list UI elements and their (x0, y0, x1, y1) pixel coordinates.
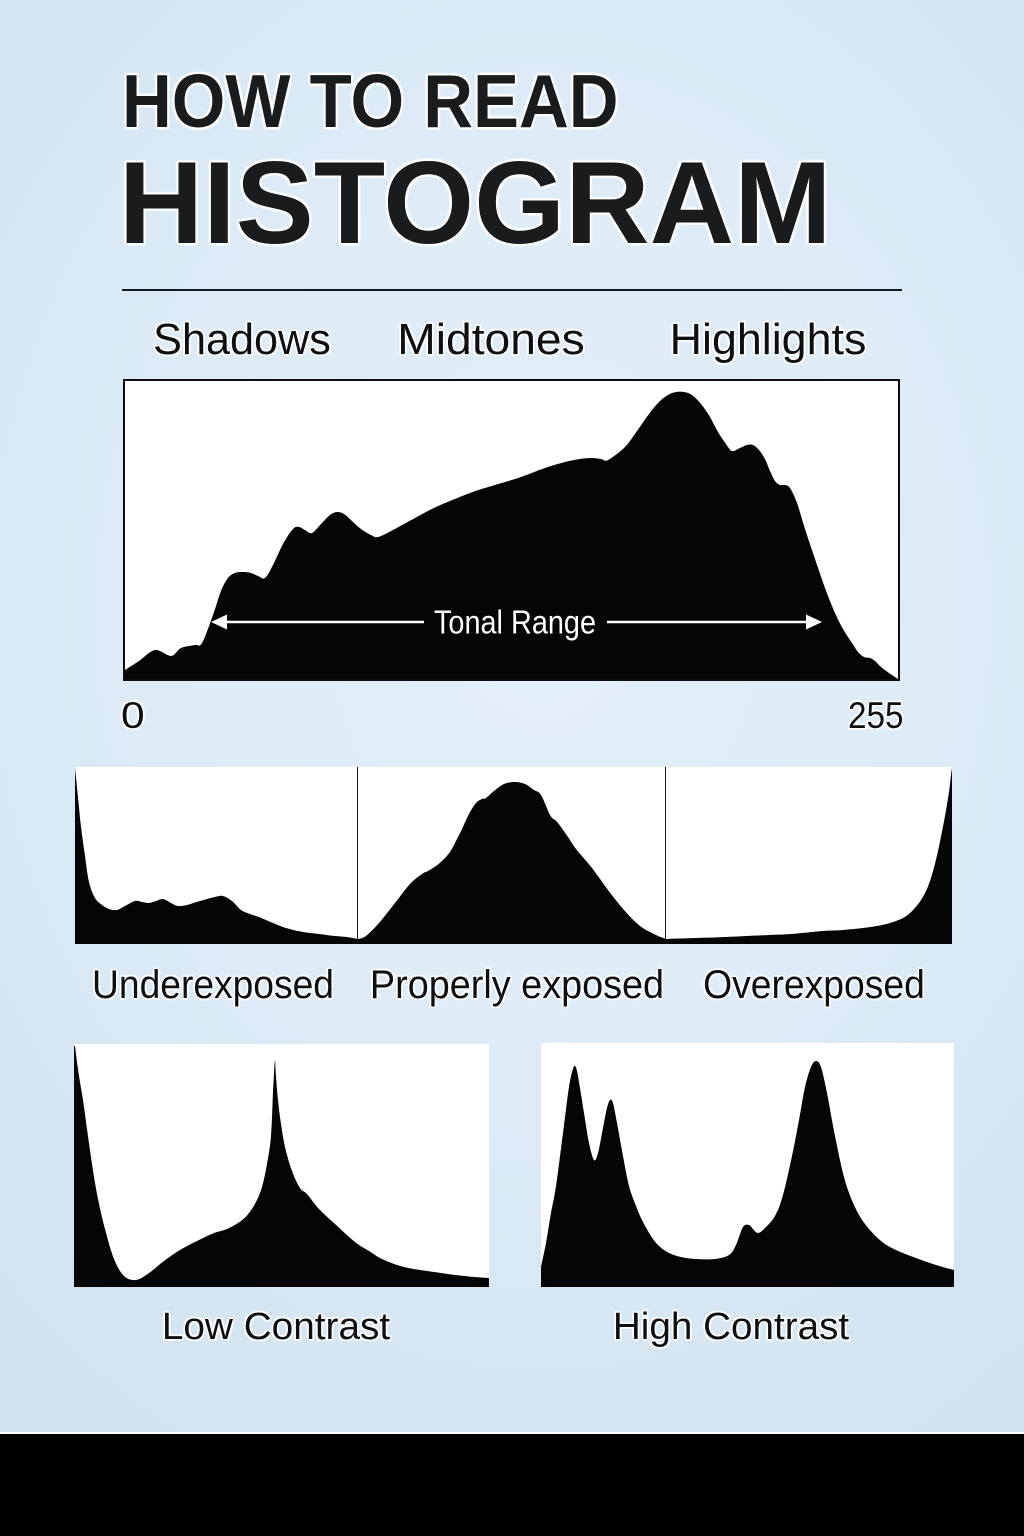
svg-text:Tonal Range: Tonal Range (434, 604, 596, 641)
